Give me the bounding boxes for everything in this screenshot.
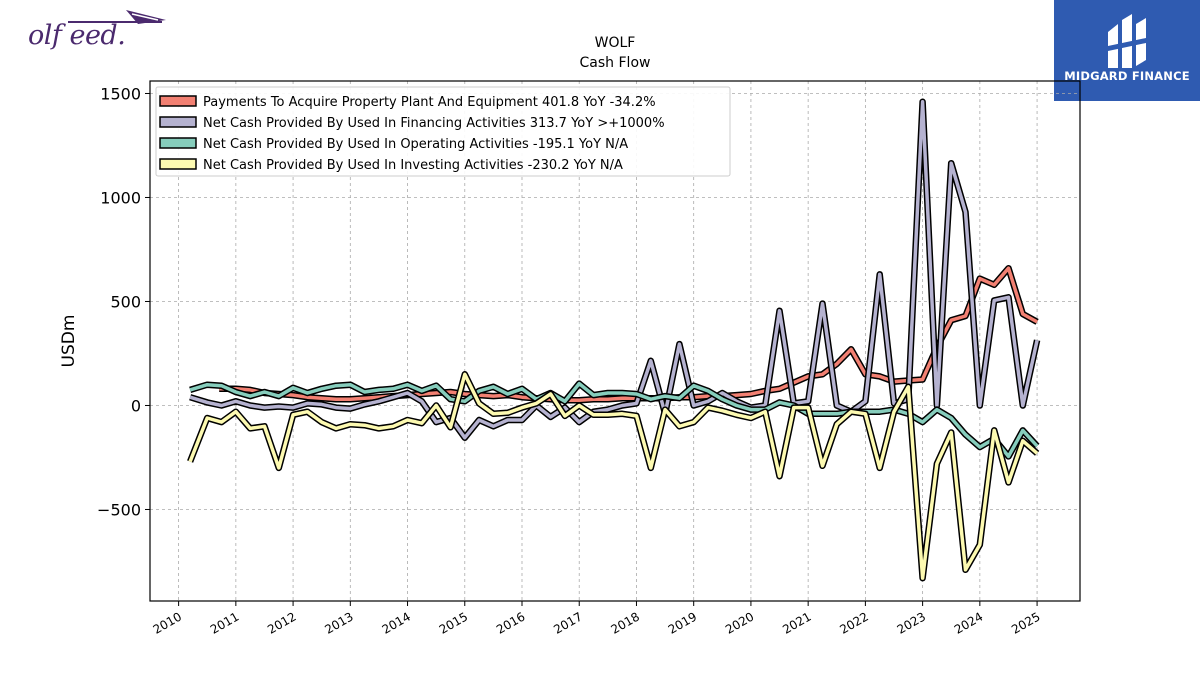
legend-swatch <box>159 116 197 128</box>
y-axis-ticks: 1500 1000 500 0 −500 <box>97 84 150 519</box>
x-tick-label: 2019 <box>666 609 699 636</box>
y-tick-label: −500 <box>97 500 141 519</box>
series-line <box>219 266 1038 403</box>
logo-text: olf eed. <box>28 20 126 51</box>
series-lines <box>187 98 1041 582</box>
x-axis-ticks: 2010 2011 2012 2013 2014 2015 2016 2017 2018 2019… <box>151 601 1043 637</box>
logo-swoosh-icon <box>68 10 166 24</box>
y-tick-label: 1000 <box>100 188 141 207</box>
legend-label: Payments To Acquire Property Plant And E… <box>203 95 656 110</box>
x-tick-label: 2015 <box>437 609 470 636</box>
legend-label: Net Cash Provided By Used In Financing A… <box>203 116 665 131</box>
brand-name: MIDGARD FINANCE <box>1064 69 1190 83</box>
logo-left: olf eed. <box>28 6 166 51</box>
x-tick-label: 2025 <box>1009 609 1042 636</box>
x-tick-label: 2010 <box>151 609 184 636</box>
chart-subtitle: Cash Flow <box>580 55 651 71</box>
x-tick-label: 2023 <box>895 609 928 636</box>
series-line <box>188 372 1039 580</box>
x-tick-label: 2020 <box>723 609 756 636</box>
x-tick-label: 2021 <box>780 609 813 636</box>
y-tick-label: 1500 <box>100 84 141 103</box>
legend-swatch <box>159 95 197 107</box>
legend-label: Net Cash Provided By Used In Investing A… <box>203 158 623 173</box>
y-tick-label: 0 <box>131 396 141 415</box>
x-tick-label: 2013 <box>322 609 355 636</box>
legend-swatch <box>159 137 197 149</box>
legend-swatch <box>159 158 197 170</box>
x-tick-label: 2018 <box>609 609 642 636</box>
legend-label: Net Cash Provided By Used In Operating A… <box>203 137 628 152</box>
plot-frame <box>149 80 1081 602</box>
x-tick-label: 2016 <box>494 609 527 636</box>
brand-badge: MIDGARD FINANCE <box>1054 0 1200 101</box>
legend: Payments To Acquire Property Plant And E… <box>155 86 731 177</box>
x-tick-label: 2012 <box>265 609 298 636</box>
x-tick-label: 2024 <box>952 609 985 636</box>
x-tick-label: 2011 <box>208 609 241 636</box>
brand-logo-icon <box>1108 14 1146 68</box>
legend-box <box>155 86 731 177</box>
y-tick-label: 500 <box>110 292 141 311</box>
chart-title: WOLF <box>595 35 636 51</box>
x-tick-label: 2022 <box>837 609 870 636</box>
x-tick-label: 2014 <box>380 609 413 636</box>
x-tick-label: 2017 <box>551 609 584 636</box>
y-axis-label: USDm <box>59 315 79 368</box>
